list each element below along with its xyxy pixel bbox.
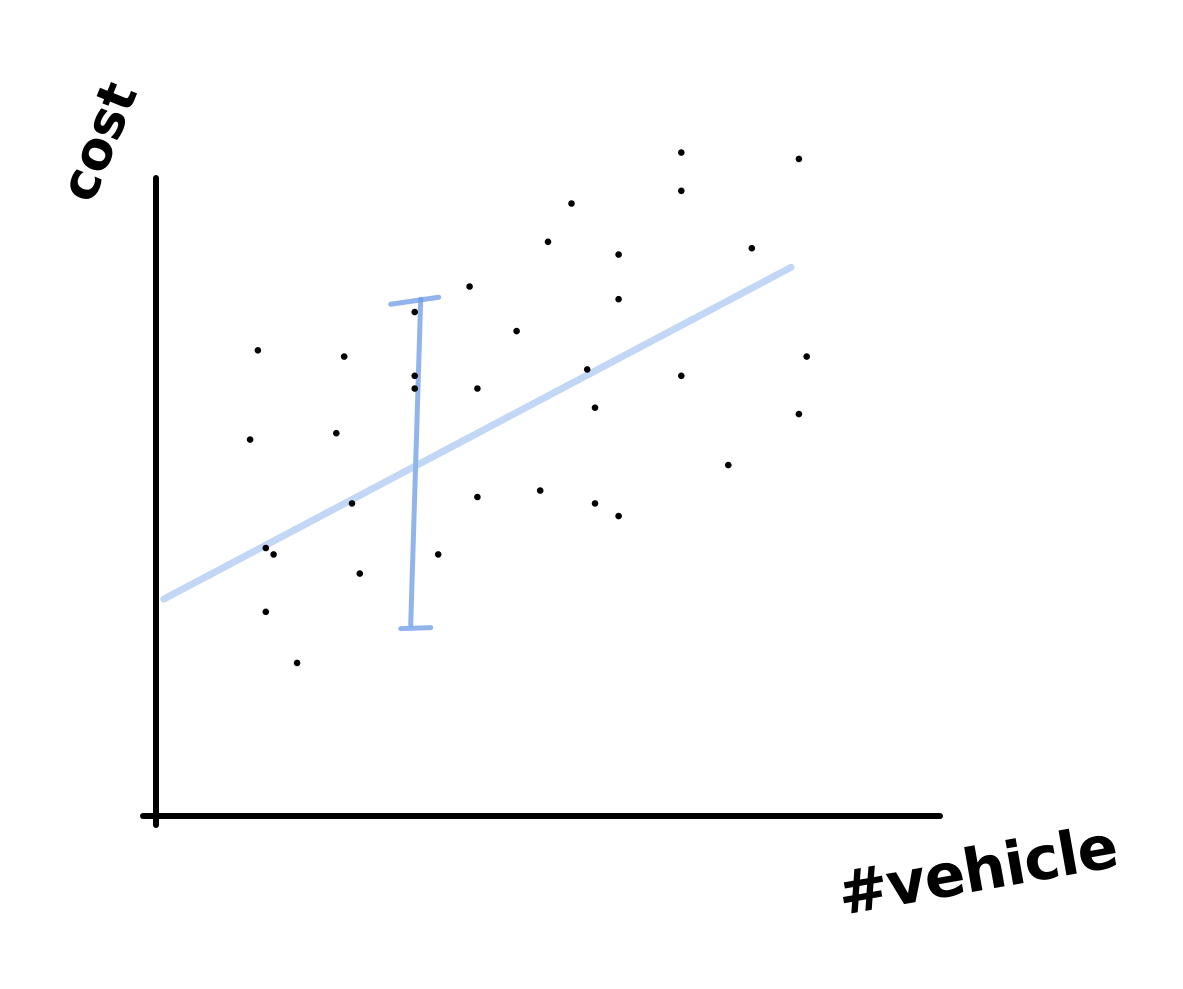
data-point (795, 155, 803, 163)
data-point (356, 570, 364, 577)
data-point (474, 385, 481, 392)
trend-line (160, 263, 795, 603)
trend-line-group (160, 263, 795, 603)
data-point (678, 187, 685, 195)
data-point (591, 500, 599, 507)
data-point (583, 366, 591, 373)
data-point (803, 353, 810, 360)
error-bar-cap-bottom (398, 625, 434, 632)
data-point (348, 500, 356, 507)
data-point (262, 608, 270, 616)
data-point (678, 372, 685, 380)
data-point (678, 149, 685, 156)
data-point (513, 327, 520, 335)
data-point (411, 308, 419, 316)
data-point (725, 461, 732, 469)
data-points (246, 149, 810, 667)
data-point (615, 251, 622, 258)
data-point (544, 238, 552, 246)
data-point (536, 487, 544, 494)
data-point (615, 295, 622, 303)
data-point (333, 429, 340, 437)
data-point (411, 385, 419, 392)
x-axis-label: #vehicle (832, 812, 1122, 930)
error-bar-cap-top (388, 294, 442, 307)
y-axis-label: cost (48, 74, 149, 210)
data-point (254, 347, 262, 354)
data-point (411, 372, 419, 380)
data-point (748, 244, 756, 252)
data-point (262, 544, 270, 552)
data-point (795, 410, 803, 418)
data-point (293, 659, 301, 667)
data-point (466, 283, 473, 290)
data-point (591, 404, 599, 412)
data-point (246, 436, 254, 443)
data-point (434, 551, 442, 558)
data-point (340, 353, 348, 360)
data-point (270, 551, 277, 558)
data-point (474, 493, 481, 501)
data-point (615, 512, 622, 520)
data-point (568, 200, 575, 207)
